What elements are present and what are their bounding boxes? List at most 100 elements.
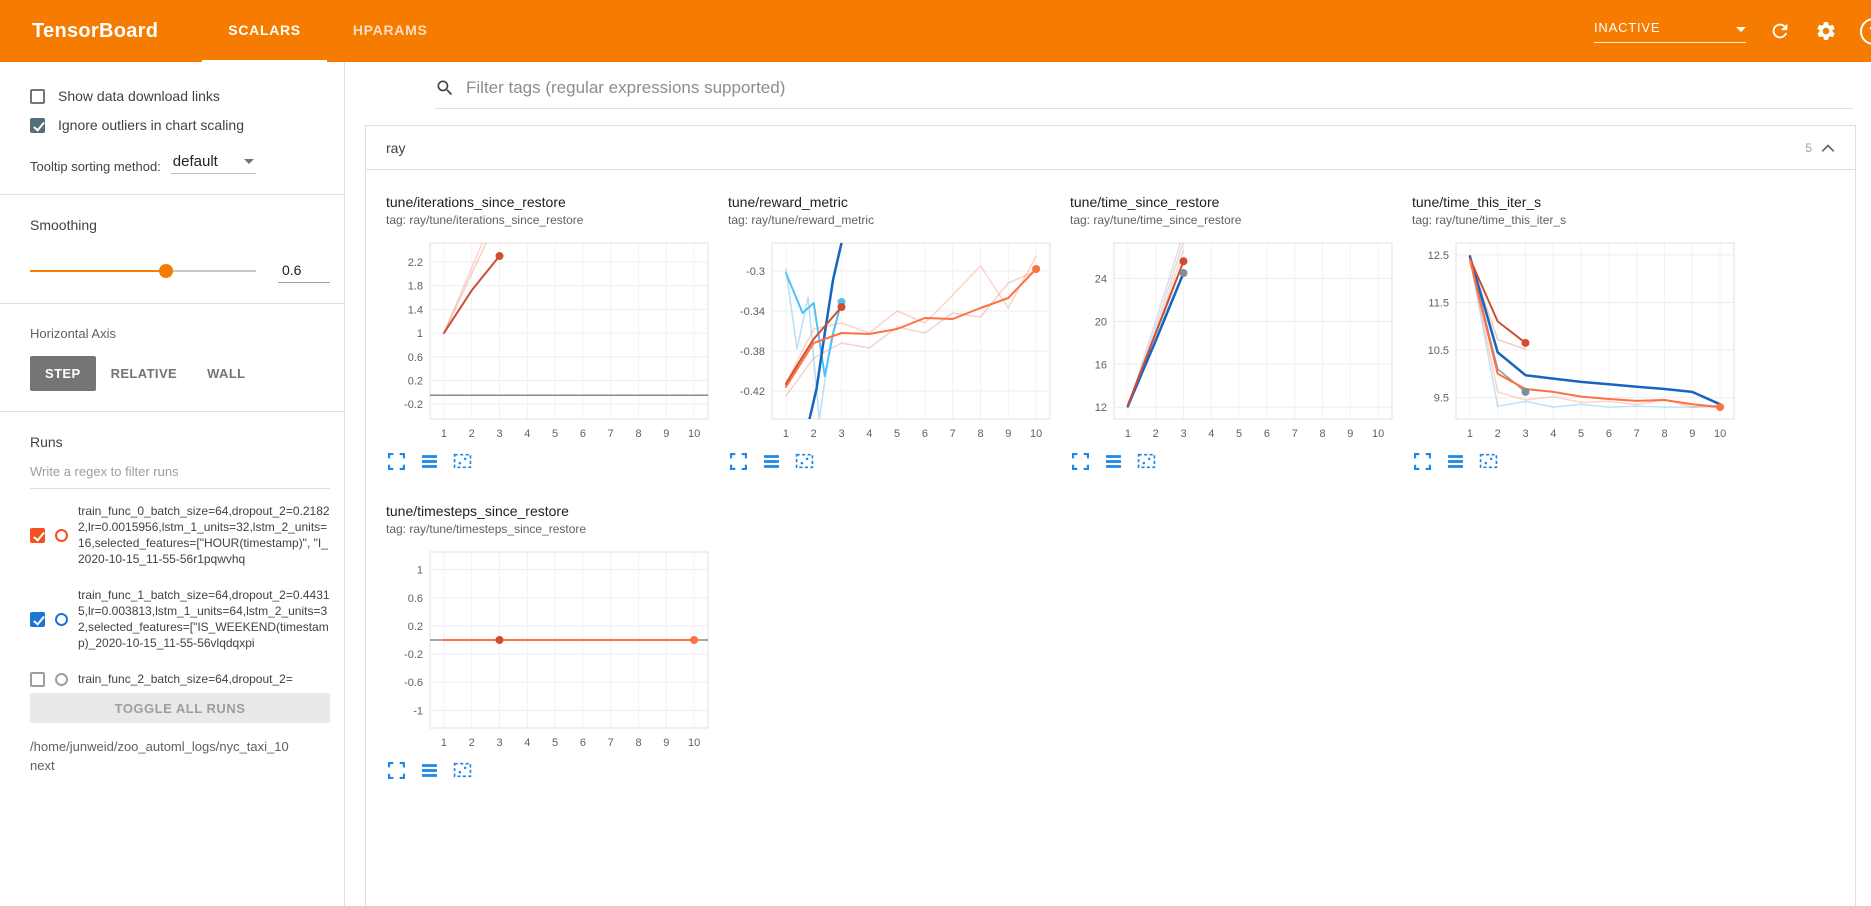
search-icon [437, 80, 453, 96]
expand-chart-icon[interactable] [1412, 451, 1432, 471]
svg-text:4: 4 [1550, 428, 1556, 440]
svg-text:3: 3 [496, 737, 502, 749]
chart-toolbar [1412, 451, 1754, 471]
svg-text:10: 10 [1030, 428, 1042, 440]
svg-text:11.5: 11.5 [1428, 297, 1449, 309]
svg-text:-0.2: -0.2 [404, 649, 423, 661]
pin-chart-icon[interactable] [1136, 451, 1156, 471]
run-radio[interactable] [55, 612, 68, 626]
svg-text:0.6: 0.6 [408, 593, 423, 605]
pin-chart-icon[interactable] [452, 760, 472, 780]
toggle-all-runs-button[interactable]: TOGGLE ALL RUNS [30, 693, 330, 723]
tab-hparams[interactable]: HPARAMS [352, 22, 428, 38]
svg-text:4: 4 [524, 737, 530, 749]
refresh-icon[interactable] [1768, 19, 1792, 43]
reload-status-dropdown[interactable]: INACTIVE [1594, 20, 1746, 43]
tag-group-header[interactable]: ray 5 [366, 126, 1855, 170]
smoothing-slider-thumb[interactable] [158, 264, 173, 278]
svg-text:-0.34: -0.34 [740, 306, 765, 318]
run-radio[interactable] [55, 672, 68, 686]
pin-chart-icon[interactable] [1478, 451, 1498, 471]
svg-text:9: 9 [1347, 428, 1353, 440]
svg-text:1: 1 [1125, 428, 1131, 440]
chart-plot-iterations-since-restore[interactable]: 1 2 3 4 5 6 7 8 9 10 -0.2 0.2 0.6 1 1.4 1.8 2.2 [386, 235, 718, 447]
chart-plot-time-this-iter-s[interactable]: 1 2 3 4 5 6 7 8 9 10 9.5 10.5 11.5 12.5 [1412, 235, 1744, 447]
svg-text:2: 2 [469, 737, 475, 749]
smoothing-value-input[interactable]: 0.6 [278, 259, 330, 283]
svg-text:24: 24 [1095, 273, 1107, 285]
svg-text:1: 1 [417, 328, 423, 340]
svg-text:3: 3 [496, 428, 502, 440]
svg-text:4: 4 [1208, 428, 1214, 440]
axis-relative-button[interactable]: RELATIVE [96, 356, 193, 391]
collapse-chevron-icon[interactable] [1819, 141, 1837, 155]
svg-text:1: 1 [441, 428, 447, 440]
caret-down-icon [1736, 26, 1746, 32]
ignore-outliers-label: Ignore outliers in chart scaling [58, 117, 244, 133]
chart-card-reward-metric: tune/reward_metric tag: ray/tune/reward_… [728, 194, 1070, 471]
svg-text:2: 2 [811, 428, 817, 440]
svg-text:0.2: 0.2 [408, 375, 423, 387]
run-checkbox[interactable] [30, 527, 45, 543]
chart-tag: tag: ray/tune/iterations_since_restore [386, 213, 584, 227]
expand-chart-icon[interactable] [386, 760, 406, 780]
axis-wall-button[interactable]: WALL [192, 356, 260, 391]
help-icon[interactable]: ? [1860, 17, 1871, 45]
expand-chart-icon[interactable] [386, 451, 406, 471]
run-menu-icon[interactable] [419, 451, 439, 471]
run-checkbox[interactable] [30, 671, 45, 687]
chart-tag: tag: ray/tune/time_since_restore [1070, 213, 1242, 227]
scalars-dashboard: ray 5 tune/iterations_since_restore tag:… [345, 62, 1871, 906]
run-menu-icon[interactable] [761, 451, 781, 471]
chart-toolbar [386, 451, 728, 471]
expand-chart-icon[interactable] [728, 451, 748, 471]
settings-gear-icon[interactable] [1814, 19, 1838, 43]
run-radio[interactable] [55, 528, 68, 542]
svg-text:7: 7 [950, 428, 956, 440]
tooltip-sorting-label: Tooltip sorting method: [30, 159, 161, 174]
svg-text:-1: -1 [413, 705, 423, 717]
expand-chart-icon[interactable] [1070, 451, 1090, 471]
ignore-outliers-row: Ignore outliers in chart scaling [30, 117, 330, 133]
pin-chart-icon[interactable] [794, 451, 814, 471]
ignore-outliers-checkbox[interactable] [30, 117, 45, 133]
header-actions: INACTIVE ? [1594, 0, 1871, 62]
svg-text:12.5: 12.5 [1428, 250, 1449, 262]
run-checkbox[interactable] [30, 611, 45, 627]
svg-text:9.5: 9.5 [1434, 393, 1449, 405]
chart-plot-timesteps-since-restore[interactable]: 1 2 3 4 5 6 7 8 9 10 -1 -0.6 -0.2 0.2 0.6 1 [386, 544, 718, 756]
svg-text:3: 3 [1522, 428, 1528, 440]
chart-card-iterations-since-restore: tune/iterations_since_restore tag: ray/t… [386, 194, 728, 471]
svg-text:10: 10 [688, 428, 700, 440]
tag-group-name: ray [386, 139, 406, 156]
smoothing-label: Smoothing [30, 217, 97, 233]
chart-card-time-since-restore: tune/time_since_restore tag: ray/tune/ti… [1070, 194, 1412, 471]
run-name: train_func_1_batch_size=64,dropout_2=0.4… [78, 588, 330, 650]
run-menu-icon[interactable] [1103, 451, 1123, 471]
smoothing-slider[interactable] [30, 264, 256, 278]
smoothing-slider-row: 0.6 [30, 259, 330, 283]
tag-filter-input[interactable] [466, 78, 1853, 98]
svg-text:10: 10 [688, 737, 700, 749]
svg-text:-0.2: -0.2 [404, 399, 423, 411]
pin-chart-icon[interactable] [452, 451, 472, 471]
tooltip-sorting-dropdown[interactable]: default [170, 153, 256, 174]
runs-filter-input[interactable] [30, 464, 330, 489]
svg-text:5: 5 [552, 737, 558, 749]
run-menu-icon[interactable] [1445, 451, 1465, 471]
show-download-links-label: Show data download links [58, 88, 220, 104]
run-row-train-func-0: train_func_0_batch_size=64,dropout_2=0.2… [30, 493, 330, 577]
svg-text:1: 1 [441, 737, 447, 749]
chart-toolbar [386, 760, 728, 780]
chart-tag: tag: ray/tune/reward_metric [728, 213, 875, 227]
chart-plot-reward-metric[interactable]: 1 2 3 4 5 6 7 8 9 10 -0.42 -0.38 -0.34 -0.3 [728, 235, 1060, 447]
tab-scalars[interactable]: SCALARS [202, 0, 327, 62]
svg-text:2: 2 [1495, 428, 1501, 440]
svg-text:5: 5 [894, 428, 900, 440]
svg-text:9: 9 [663, 428, 669, 440]
run-menu-icon[interactable] [419, 760, 439, 780]
svg-text:16: 16 [1095, 359, 1107, 371]
show-download-links-checkbox[interactable] [30, 88, 45, 104]
axis-step-button[interactable]: STEP [30, 356, 96, 391]
